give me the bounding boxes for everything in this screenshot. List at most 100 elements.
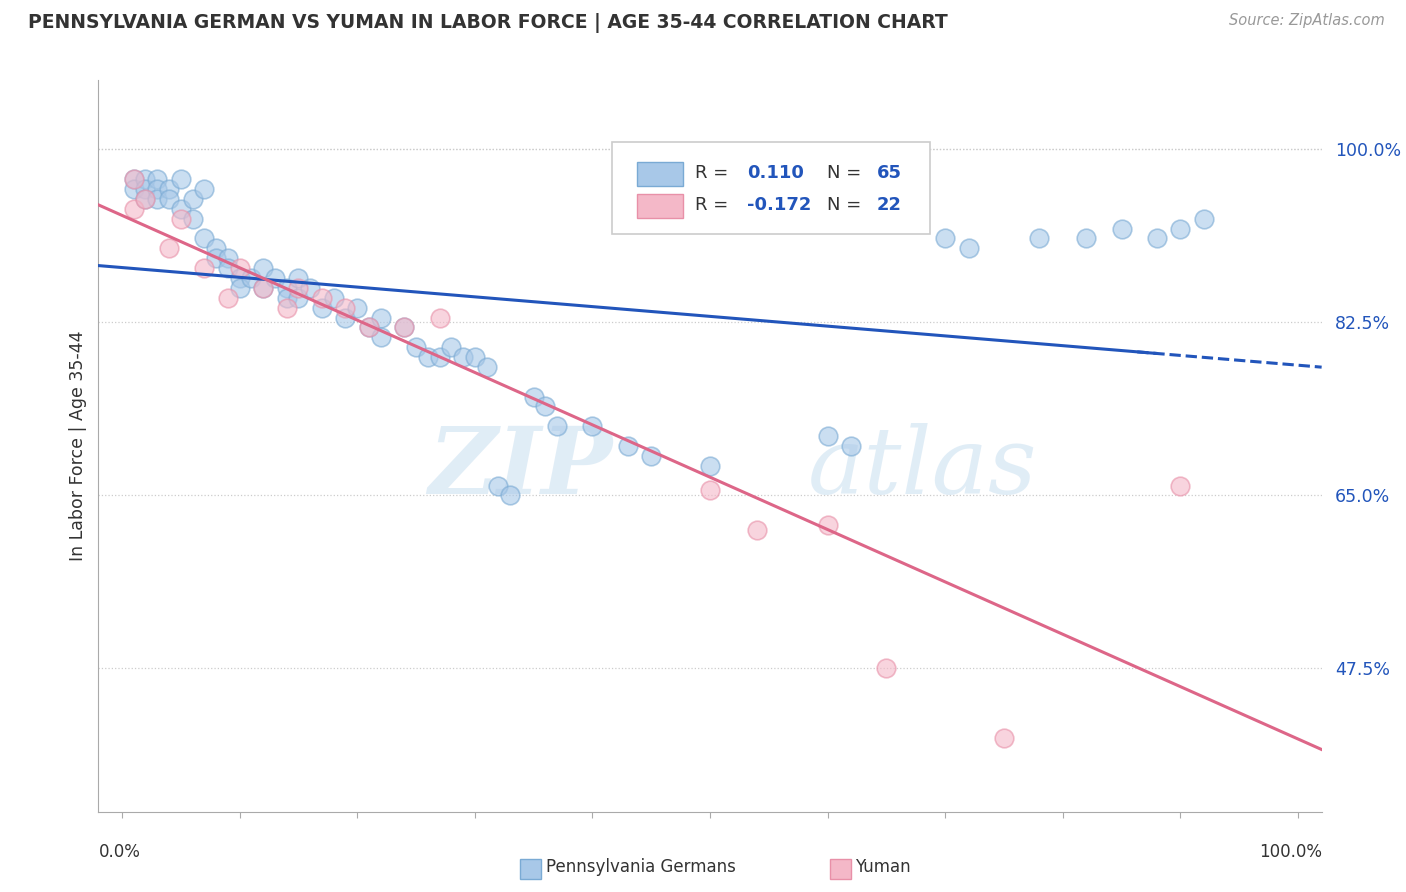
Point: [392, 320, 415, 334]
Point: [699, 458, 721, 473]
Y-axis label: In Labor Force | Age 35-44: In Labor Force | Age 35-44: [69, 331, 87, 561]
Point: [263, 271, 285, 285]
Point: [957, 241, 980, 255]
Text: ZIP: ZIP: [427, 423, 612, 513]
Text: N =: N =: [828, 164, 868, 182]
Point: [357, 320, 380, 334]
Point: [287, 291, 309, 305]
Point: [146, 192, 169, 206]
Text: 0.0%: 0.0%: [98, 843, 141, 861]
Point: [252, 281, 274, 295]
Point: [486, 478, 509, 492]
Point: [122, 202, 145, 216]
Point: [745, 523, 768, 537]
Point: [217, 251, 239, 265]
Point: [134, 172, 156, 186]
Point: [499, 488, 522, 502]
Point: [335, 310, 357, 325]
Point: [276, 291, 298, 305]
FancyBboxPatch shape: [612, 143, 931, 234]
Point: [464, 350, 486, 364]
Point: [217, 261, 239, 276]
Point: [1192, 211, 1215, 226]
Point: [475, 359, 498, 374]
Point: [122, 172, 145, 186]
Point: [252, 261, 274, 276]
Point: [299, 281, 322, 295]
Point: [451, 350, 474, 364]
Point: [534, 400, 557, 414]
Point: [146, 182, 169, 196]
Point: [134, 192, 156, 206]
Point: [193, 182, 215, 196]
Point: [228, 271, 250, 285]
Point: [335, 301, 357, 315]
Point: [170, 172, 193, 186]
Point: [616, 439, 638, 453]
Point: [817, 518, 839, 533]
Point: [875, 661, 897, 675]
Point: [157, 241, 180, 255]
Point: [370, 310, 392, 325]
Point: [181, 211, 204, 226]
Point: [1076, 231, 1098, 245]
Point: [193, 261, 215, 276]
Text: Pennsylvania Germans: Pennsylvania Germans: [546, 858, 735, 876]
Point: [1170, 221, 1192, 235]
Point: [392, 320, 415, 334]
Text: 100.0%: 100.0%: [1258, 843, 1322, 861]
Point: [699, 483, 721, 498]
Point: [370, 330, 392, 344]
FancyBboxPatch shape: [637, 194, 683, 218]
FancyBboxPatch shape: [637, 162, 683, 186]
Point: [193, 231, 215, 245]
Text: R =: R =: [696, 164, 734, 182]
Point: [581, 419, 603, 434]
Point: [134, 192, 156, 206]
Point: [311, 301, 333, 315]
Point: [276, 301, 298, 315]
Text: Source: ZipAtlas.com: Source: ZipAtlas.com: [1229, 13, 1385, 29]
Point: [205, 251, 228, 265]
Text: Yuman: Yuman: [855, 858, 911, 876]
Point: [839, 439, 862, 453]
Point: [311, 291, 333, 305]
Point: [934, 231, 956, 245]
Point: [405, 340, 427, 354]
Point: [122, 172, 145, 186]
Text: atlas: atlas: [808, 423, 1038, 513]
Point: [416, 350, 439, 364]
Point: [205, 241, 228, 255]
Point: [146, 172, 169, 186]
Text: N =: N =: [828, 196, 868, 214]
Point: [228, 281, 250, 295]
Point: [546, 419, 568, 434]
Point: [440, 340, 463, 354]
Point: [322, 291, 344, 305]
Point: [429, 310, 451, 325]
Point: [157, 182, 180, 196]
Text: -0.172: -0.172: [747, 196, 811, 214]
Point: [346, 301, 368, 315]
Point: [228, 261, 250, 276]
Text: 65: 65: [876, 164, 901, 182]
Point: [181, 192, 204, 206]
Text: 22: 22: [876, 196, 901, 214]
Point: [170, 211, 193, 226]
Point: [523, 390, 546, 404]
Point: [287, 281, 309, 295]
Point: [640, 449, 662, 463]
Point: [1146, 231, 1168, 245]
Point: [287, 271, 309, 285]
Point: [252, 281, 274, 295]
Point: [240, 271, 263, 285]
Point: [817, 429, 839, 443]
Point: [157, 192, 180, 206]
Point: [1111, 221, 1133, 235]
Point: [134, 182, 156, 196]
Point: [993, 731, 1015, 745]
Text: R =: R =: [696, 196, 734, 214]
Point: [357, 320, 380, 334]
Point: [276, 281, 298, 295]
Point: [1028, 231, 1050, 245]
